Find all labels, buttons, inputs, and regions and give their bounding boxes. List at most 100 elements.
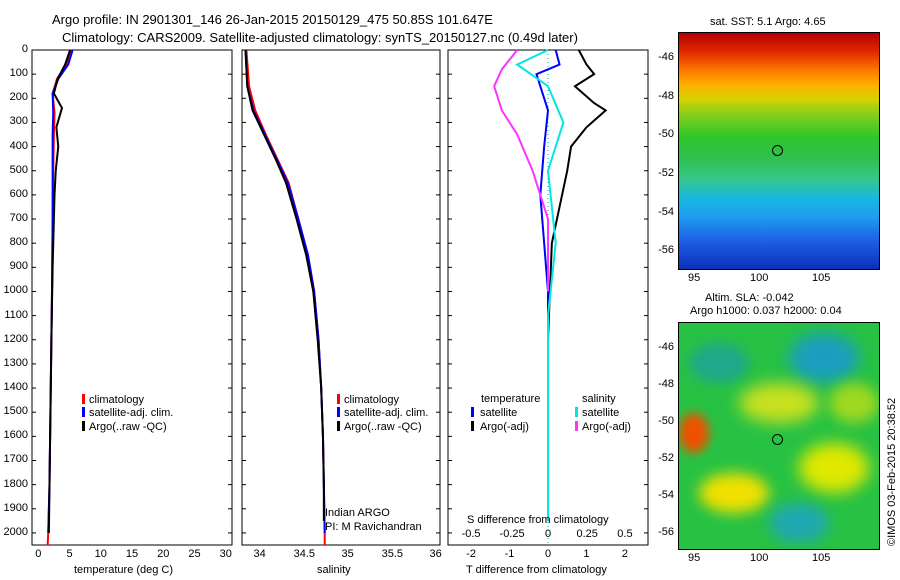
depth-tick-label: 1600 [3, 429, 28, 442]
tick-label: 0 [544, 528, 552, 540]
legend-climatology: climatology [82, 394, 144, 406]
tick-label: 1 [583, 548, 590, 560]
lon-tick-label: 95 [688, 272, 701, 284]
tick-label: 10 [94, 548, 107, 560]
lon-tick-label: 100 [750, 552, 769, 564]
tick-label: 5 [66, 548, 73, 560]
temp-xlabel: temperature (deg C) [74, 564, 174, 576]
depth-tick-label: 400 [9, 139, 28, 152]
sla-blob [789, 333, 859, 383]
depth-tick-label: 100 [9, 67, 28, 80]
sla-blob [829, 383, 879, 423]
tick-label: 34.5 [293, 548, 316, 560]
depth-tick-label: 200 [9, 91, 28, 104]
lat-tick-label: -52 [658, 167, 674, 180]
depth-tick-label: 300 [9, 115, 28, 128]
depth-tick-label: 1400 [3, 381, 28, 394]
sla-blob [679, 413, 709, 453]
diff-top-label: S difference from climatology [467, 514, 609, 526]
depth-tick-label: 2000 [3, 525, 28, 538]
depth-tick-label: 500 [9, 163, 28, 176]
panel-frame [241, 49, 441, 546]
series-line-argo-raw-qc- [47, 49, 72, 533]
legend-sal-satellite: satellite [575, 407, 619, 419]
source-note-2: PI: M Ravichandran [325, 521, 422, 533]
depth-tick-label: 1700 [3, 453, 28, 466]
depth-tick-label: 1500 [3, 405, 28, 418]
series-line-argo-raw-qc- [244, 49, 325, 521]
legend-sal-argo: Argo(-adj) [575, 421, 631, 433]
lon-tick-label: 100 [750, 272, 769, 284]
series-line-temperature-argo-adj- [547, 49, 608, 340]
legend-temperature-title: temperature [481, 393, 541, 405]
tick-label: 2 [621, 548, 628, 560]
tick-label: 30 [219, 548, 232, 560]
sla-blob [689, 343, 749, 383]
source-note-1: Indian ARGO [325, 507, 390, 519]
legend-satellite-adj: satellite-adj. clim. [337, 407, 428, 419]
sla-blob [799, 443, 869, 493]
depth-tick-label: 1800 [3, 477, 28, 490]
tick-label: -0.5 [461, 528, 481, 540]
legend-temp-argo: Argo(-adj) [471, 421, 529, 433]
tick-label: 34 [253, 548, 266, 560]
legend-argo: Argo(..raw -QC) [337, 421, 422, 433]
legend-temp-satellite: satellite [471, 407, 517, 419]
tick-label: 35.5 [381, 548, 404, 560]
plot-title-line1: Argo profile: IN 2901301_146 26-Jan-2015… [52, 12, 493, 27]
lat-tick-label: -54 [658, 205, 674, 218]
depth-tick-label: 600 [9, 187, 28, 200]
depth-tick-label: 1900 [3, 501, 28, 514]
lon-tick-label: 105 [812, 552, 831, 564]
lat-tick-label: -46 [658, 341, 674, 353]
depth-tick-label: 1300 [3, 356, 28, 369]
lat-tick-label: -50 [658, 128, 674, 141]
lat-tick-label: -52 [658, 452, 674, 465]
lon-tick-label: 95 [688, 552, 701, 564]
sla-blob [699, 473, 769, 513]
tick-label: 0.25 [576, 528, 598, 540]
tick-label: -1 [504, 548, 515, 560]
sla-map [678, 322, 880, 550]
depth-tick-label: 800 [9, 236, 28, 249]
series-line-salinity-argo-adj- [493, 49, 549, 292]
lat-tick-label: -56 [658, 244, 674, 257]
sst-map-title: sat. SST: 5.1 Argo: 4.65 [710, 16, 826, 28]
tick-label: 15 [125, 548, 139, 560]
tick-label: 25 [188, 548, 201, 560]
panel-frame [31, 49, 233, 546]
sla-blob [769, 503, 829, 543]
depth-tick-label: 1000 [3, 284, 28, 297]
diff-xlabel: T difference from climatology [466, 564, 607, 576]
argo-location-marker [772, 145, 783, 156]
legend-climatology: climatology [337, 394, 399, 406]
series-line-salinity-satellite [515, 49, 565, 521]
tick-label: 36 [429, 548, 442, 560]
depth-tick-label: 700 [9, 212, 28, 225]
lon-tick-label: 105 [812, 272, 831, 284]
depth-tick-label: 1100 [4, 308, 28, 321]
sla-map-title-2: Argo h1000: 0.037 h2000: 0.04 [690, 305, 842, 317]
sla-map-title-1: Altim. SLA: -0.042 [705, 292, 794, 304]
lat-tick-label: -48 [658, 378, 674, 391]
lat-tick-label: -46 [658, 51, 674, 63]
lat-tick-label: -56 [658, 526, 674, 539]
legend-satellite-adj: satellite-adj. clim. [82, 407, 173, 419]
depth-tick-label: 0 [21, 43, 28, 55]
tick-label: 35 [341, 548, 354, 560]
depth-tick-label: 900 [9, 260, 28, 273]
tick-label: -2 [466, 548, 476, 560]
sal-xlabel: salinity [317, 564, 351, 576]
sla-blob [739, 383, 819, 423]
lat-tick-label: -48 [658, 89, 674, 102]
depth-tick-label: 1200 [3, 332, 28, 345]
argo-location-marker [772, 434, 783, 445]
tick-label: 0 [35, 548, 42, 560]
tick-label: 0 [544, 548, 552, 560]
tick-label: 0.5 [617, 528, 633, 540]
tick-label: -0.25 [499, 528, 525, 540]
plot-title-line2: Climatology: CARS2009. Satellite-adjuste… [62, 30, 578, 45]
legend-salinity-title: salinity [582, 393, 616, 405]
lat-tick-label: -54 [658, 489, 674, 502]
